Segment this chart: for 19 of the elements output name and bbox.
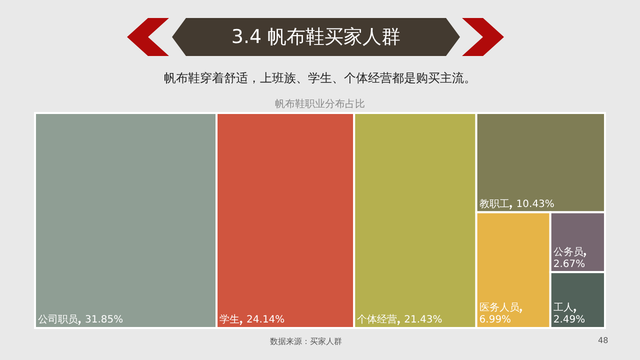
category-label: 公司职员 — [38, 314, 78, 326]
category-label: 工人 — [553, 302, 574, 314]
data-label: 6.99% — [479, 314, 512, 326]
data-label: 2.49% — [553, 314, 586, 326]
source-note: 数据来源：买家人群 — [270, 336, 342, 347]
data-label: 21.43% — [404, 314, 442, 326]
text: 48 — [598, 336, 608, 345]
data-label: 31.85% — [85, 314, 124, 326]
legend-title: 帆布鞋职业分布占比 — [274, 98, 366, 111]
category-label: 学生 — [220, 314, 240, 326]
text: 帆布鞋穿着舒适，上班族、学生、个体经营都是购买主流。 — [163, 70, 477, 87]
data-label: 24.14% — [246, 314, 285, 326]
text: 3.4 帆布鞋买家人群 — [230, 25, 402, 50]
category-label: 医务人员 — [479, 302, 520, 314]
data-label: 10.43% — [516, 198, 554, 210]
data-label: 2.67% — [553, 258, 586, 270]
category-label: 公务员 — [553, 246, 584, 258]
category-label: 教职工 — [479, 198, 510, 210]
category-label: 个体经营 — [357, 314, 398, 326]
